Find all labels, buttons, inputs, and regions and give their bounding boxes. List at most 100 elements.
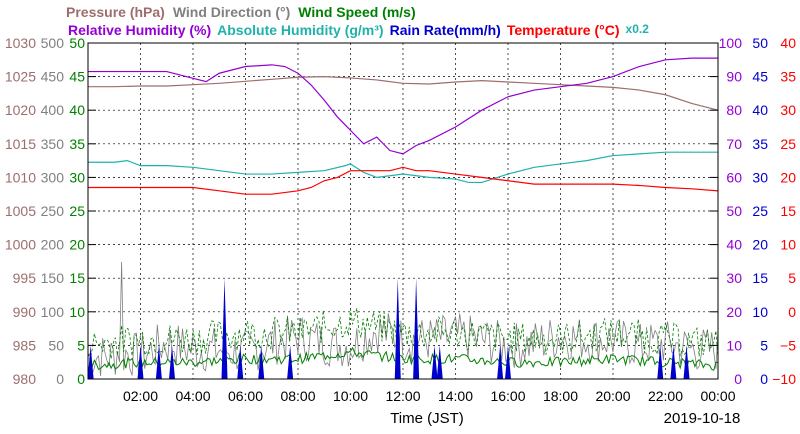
x-tick-label: 10:00 — [333, 388, 368, 404]
tick-label-wind-speed: 35 — [69, 136, 85, 152]
tick-label-pressure: 1015 — [5, 136, 36, 152]
rain-rate-spike — [221, 278, 228, 379]
tick-label-wind-speed: 15 — [69, 270, 85, 286]
tick-label-temperature: 35 — [780, 69, 796, 85]
tick-label-pressure: 1000 — [5, 237, 36, 253]
x-tick-label: 16:00 — [490, 388, 525, 404]
tick-label-wind-direction: 200 — [41, 237, 65, 253]
tick-label-rain-rate: 5 — [760, 337, 768, 353]
tick-label-pressure: 985 — [13, 337, 37, 353]
tick-label-rain-rate: 50 — [752, 35, 768, 51]
legend-pressure: Pressure (hPa) — [66, 4, 165, 20]
rain-rate-spike — [436, 345, 443, 379]
series-layer — [87, 57, 719, 379]
tick-label-wind-speed: 50 — [69, 35, 85, 51]
tick-label-pressure: 995 — [13, 270, 37, 286]
rain-rate-spike — [155, 345, 162, 379]
tick-label-relative-humidity: 0 — [734, 371, 742, 387]
rain-rate-spike — [431, 345, 438, 379]
date-label: 2019-10-18 — [664, 410, 741, 427]
x-tick-label: 08:00 — [280, 388, 315, 404]
rain-rate-spike — [657, 345, 664, 379]
rain-rate-spike — [394, 278, 401, 379]
legend-line-1: Pressure (hPa) Wind Direction (°) Wind Spe… — [66, 4, 416, 20]
tick-label-temperature: 30 — [780, 102, 796, 118]
tick-label-pressure: 1005 — [5, 203, 36, 219]
tick-label-wind-direction: 150 — [41, 270, 65, 286]
tick-label-rain-rate: 0 — [760, 371, 768, 387]
rain-rate-spike — [505, 345, 511, 379]
x-axis-label: Time (JST) — [390, 410, 464, 427]
tick-label-wind-direction: 100 — [41, 304, 65, 320]
rain-rate-spike — [287, 345, 294, 379]
grid-lines — [88, 43, 718, 379]
x-tick-label: 18:00 — [543, 388, 578, 404]
tick-label-rain-rate: 20 — [752, 237, 768, 253]
legend-line-2: Relative Humidity (%) Absolute Humidity (… — [68, 22, 649, 38]
tick-label-relative-humidity: 10 — [726, 337, 742, 353]
tick-label-rain-rate: 15 — [752, 270, 768, 286]
tick-label-wind-direction: 400 — [41, 102, 65, 118]
tick-label-temperature: −10 — [772, 371, 796, 387]
tick-label-pressure: 990 — [13, 304, 37, 320]
x-tick-label: 00:00 — [700, 388, 735, 404]
rain-rate-spike — [137, 345, 144, 379]
legend-absolute-humidity: Absolute Humidity (g/m³) — [217, 22, 383, 38]
rain-rate-spike — [258, 345, 265, 379]
absolute-humidity-line — [88, 151, 718, 184]
x-tick-label: 06:00 — [228, 388, 263, 404]
tick-label-wind-speed: 0 — [77, 371, 85, 387]
temperature-line — [88, 166, 719, 195]
rain-rate-spike — [237, 345, 244, 379]
tick-label-wind-speed: 45 — [69, 69, 85, 85]
tick-label-rain-rate: 30 — [752, 169, 768, 185]
tick-label-rain-rate: 25 — [752, 203, 768, 219]
tick-label-relative-humidity: 40 — [726, 237, 742, 253]
legend-wind-direction: Wind Direction (°) — [173, 4, 290, 20]
wind-speed-line — [87, 346, 719, 371]
tick-label-pressure: 980 — [13, 371, 37, 387]
legend-relative-humidity: Relative Humidity (%) — [68, 22, 211, 38]
pressure-line — [88, 75, 719, 111]
tick-label-relative-humidity: 50 — [726, 203, 742, 219]
tick-label-relative-humidity: 100 — [719, 35, 743, 51]
tick-label-relative-humidity: 30 — [726, 270, 742, 286]
tick-label-relative-humidity: 70 — [726, 136, 742, 152]
tick-label-temperature: 20 — [780, 169, 796, 185]
x-tick-label: 22:00 — [648, 388, 683, 404]
tick-label-pressure: 1025 — [5, 69, 36, 85]
tick-label-relative-humidity: 20 — [726, 304, 742, 320]
relative-humidity-line — [88, 57, 718, 155]
legend-rain-rate: Rain Rate(mm/h) — [390, 22, 501, 38]
rain-rate-spike — [670, 345, 677, 379]
tick-label-wind-speed: 20 — [69, 237, 85, 253]
rain-rate-spike — [87, 345, 94, 379]
tick-label-wind-direction: 300 — [41, 169, 65, 185]
rain-rate-spike — [413, 278, 420, 379]
tick-label-wind-direction: 500 — [41, 35, 65, 51]
rain-rate-spike — [497, 345, 504, 379]
tick-label-relative-humidity: 60 — [726, 169, 742, 185]
tick-label-wind-speed: 25 — [69, 203, 85, 219]
tick-label-wind-speed: 10 — [69, 304, 85, 320]
tick-label-pressure: 1030 — [5, 35, 36, 51]
tick-label-wind-speed: 40 — [69, 102, 85, 118]
tick-label-wind-direction: 450 — [41, 69, 65, 85]
tick-label-rain-rate: 10 — [752, 304, 768, 320]
tick-label-wind-direction: 50 — [48, 337, 64, 353]
x-tick-label: 04:00 — [175, 388, 210, 404]
x-tick-label: 02:00 — [123, 388, 158, 404]
tick-label-rain-rate: 35 — [752, 136, 768, 152]
tick-label-wind-speed: 30 — [69, 169, 85, 185]
tick-label-rain-rate: 45 — [752, 69, 768, 85]
tick-label-temperature: 10 — [780, 237, 796, 253]
rain-rate-spike — [169, 345, 175, 379]
legend-absolute-humidity: x0.2 — [626, 22, 650, 36]
tick-label-temperature: −5 — [780, 337, 796, 353]
tick-label-temperature: 0 — [788, 304, 796, 320]
tick-label-temperature: 25 — [780, 136, 796, 152]
tick-label-pressure: 1010 — [5, 169, 36, 185]
tick-label-temperature: 40 — [780, 35, 796, 51]
tick-label-pressure: 1020 — [5, 102, 36, 118]
